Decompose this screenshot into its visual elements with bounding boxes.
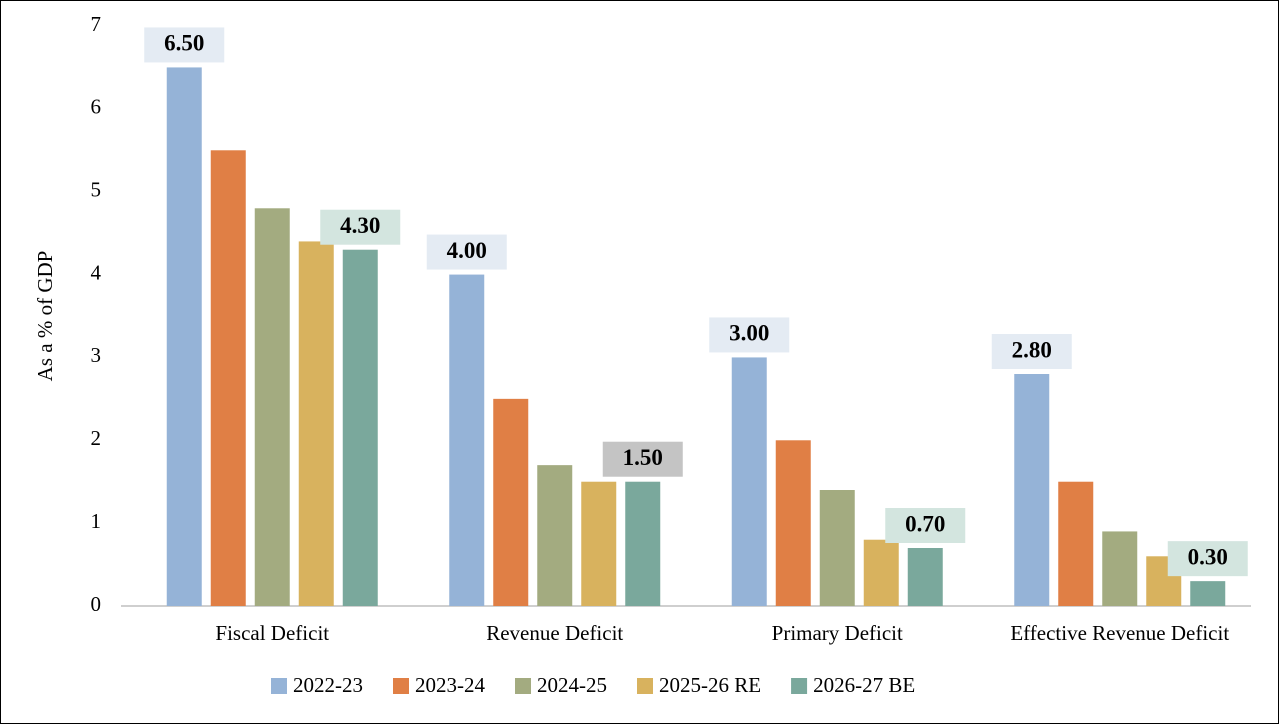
data-label-box <box>885 508 966 543</box>
legend-swatch <box>791 678 808 694</box>
bar <box>775 440 811 606</box>
bar <box>1190 581 1226 606</box>
data-label-box <box>602 441 683 477</box>
bar <box>581 481 617 606</box>
bar <box>298 241 334 606</box>
y-tick-label: 0 <box>91 592 102 616</box>
legend-swatch <box>271 678 287 694</box>
data-label-box <box>320 209 401 245</box>
bar <box>1058 481 1094 606</box>
bar <box>1014 374 1050 606</box>
data-label: 0.30 <box>1188 544 1228 569</box>
y-axis-label: As a % of GDP <box>33 251 57 382</box>
legend-label: 2022-23 <box>293 673 363 697</box>
data-label: 2.80 <box>1012 337 1052 362</box>
data-label: 6.50 <box>164 31 204 56</box>
bar <box>210 150 246 607</box>
x-tick-label: Primary Deficit <box>771 621 903 645</box>
data-label-box <box>709 317 790 353</box>
bar <box>537 465 573 606</box>
data-label: 4.30 <box>340 213 380 238</box>
legend-label: 2025-26 RE <box>659 673 761 697</box>
data-label-box <box>1167 541 1248 577</box>
bar <box>625 481 661 606</box>
bar <box>863 539 899 606</box>
bar <box>493 398 529 606</box>
y-tick-label: 1 <box>91 509 102 533</box>
x-tick-label: Revenue Deficit <box>486 621 624 645</box>
bar <box>731 357 767 606</box>
bar <box>342 249 378 606</box>
legend-label: 2023-24 <box>415 673 485 697</box>
y-tick-label: 5 <box>91 178 102 202</box>
data-label: 1.50 <box>623 445 663 470</box>
legend-swatch <box>515 678 531 694</box>
data-label: 3.00 <box>729 321 769 346</box>
bar <box>254 208 290 607</box>
y-tick-label: 7 <box>91 12 102 36</box>
y-tick-label: 2 <box>91 426 102 450</box>
y-tick-label: 3 <box>91 343 102 367</box>
bar <box>449 274 485 606</box>
bar <box>1102 531 1138 606</box>
data-label-box <box>426 234 507 270</box>
x-tick-label: Effective Revenue Deficit <box>1010 621 1230 645</box>
bar <box>166 67 202 606</box>
data-label: 0.70 <box>905 511 945 536</box>
data-label-box <box>991 334 1072 369</box>
y-tick-label: 4 <box>91 260 102 284</box>
data-label-box <box>144 27 225 63</box>
y-tick-label: 6 <box>91 95 102 119</box>
legend-label: 2024-25 <box>537 673 607 697</box>
x-tick-label: Fiscal Deficit <box>215 621 330 645</box>
bar <box>907 548 943 606</box>
legend-swatch <box>393 678 409 694</box>
bar <box>819 490 855 606</box>
legend-swatch <box>637 678 653 694</box>
legend-label: 2026-27 BE <box>813 673 915 697</box>
data-label: 4.00 <box>447 238 487 263</box>
